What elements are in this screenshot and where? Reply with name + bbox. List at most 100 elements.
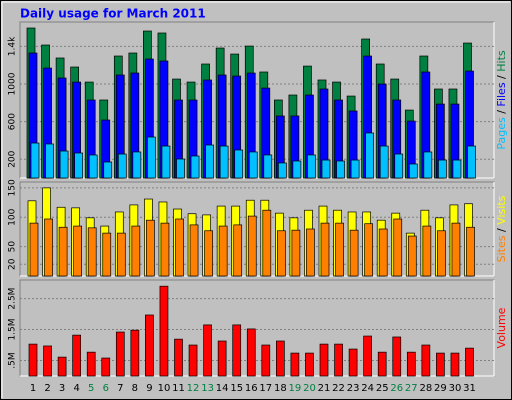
legend-entry: Volume bbox=[495, 307, 508, 348]
y-tick-label: 1.5M bbox=[8, 319, 18, 341]
legend-entry: Pages bbox=[495, 117, 508, 150]
y-tick-label: 150 bbox=[8, 179, 18, 196]
bar bbox=[205, 144, 214, 179]
bar bbox=[292, 160, 302, 179]
x-tick-label: 10 bbox=[158, 383, 171, 394]
bar bbox=[307, 154, 316, 179]
x-tick-label: 16 bbox=[245, 383, 258, 394]
legend: Sites / Visits bbox=[495, 195, 508, 262]
bar bbox=[407, 235, 417, 277]
x-tick-label: 19 bbox=[289, 383, 302, 394]
x-tick-label: 31 bbox=[463, 383, 476, 394]
bar bbox=[378, 228, 388, 277]
x-tick-label: 2 bbox=[44, 383, 50, 394]
bar bbox=[276, 340, 285, 377]
bar bbox=[88, 154, 98, 179]
legend-entry: Visits bbox=[495, 195, 508, 224]
x-tick-label: 17 bbox=[259, 383, 272, 394]
bar bbox=[263, 154, 273, 179]
x-tick-label: 25 bbox=[376, 383, 389, 394]
x-tick-label: 27 bbox=[405, 383, 418, 394]
bar bbox=[335, 222, 344, 277]
bar bbox=[364, 223, 373, 277]
bar bbox=[146, 219, 155, 277]
bar bbox=[161, 145, 171, 179]
y-tick-label: 100 bbox=[8, 208, 18, 225]
bar bbox=[450, 352, 460, 377]
x-tick-label: 13 bbox=[201, 383, 214, 394]
bar bbox=[30, 142, 40, 179]
bar bbox=[278, 162, 287, 179]
bar bbox=[306, 228, 315, 277]
bar bbox=[232, 324, 242, 377]
bar bbox=[423, 151, 433, 179]
bar bbox=[43, 345, 52, 377]
bar bbox=[28, 343, 38, 377]
bar bbox=[174, 338, 183, 377]
bar bbox=[117, 153, 127, 179]
x-tick-label: 22 bbox=[332, 383, 345, 394]
bar bbox=[87, 227, 97, 277]
bar bbox=[29, 222, 39, 277]
bar bbox=[261, 344, 271, 377]
x-tick-label: 21 bbox=[318, 383, 331, 394]
bar bbox=[175, 218, 184, 277]
bar bbox=[103, 161, 113, 179]
bar bbox=[452, 159, 462, 179]
bar bbox=[59, 150, 69, 179]
bar bbox=[57, 356, 67, 377]
x-tick-label: 12 bbox=[187, 383, 200, 394]
bar bbox=[203, 324, 212, 377]
bar bbox=[115, 331, 125, 377]
bar bbox=[218, 225, 228, 277]
bar bbox=[305, 352, 314, 377]
y-tick-label: 600 bbox=[8, 113, 18, 130]
bar bbox=[319, 343, 329, 377]
bar bbox=[73, 225, 83, 277]
legend-separator: / bbox=[495, 225, 508, 236]
legend-separator: / bbox=[495, 72, 508, 83]
y-tick-label: 20 bbox=[8, 258, 18, 270]
y-tick-label: 1.4k bbox=[8, 36, 18, 56]
bar bbox=[437, 230, 446, 277]
bar bbox=[101, 357, 111, 377]
bar bbox=[438, 159, 447, 179]
bar bbox=[422, 225, 432, 277]
bar bbox=[392, 336, 402, 377]
bar bbox=[379, 145, 389, 179]
bar bbox=[377, 351, 387, 377]
legend-entry: Sites bbox=[495, 235, 508, 262]
bar bbox=[145, 314, 154, 377]
x-tick-label: 4 bbox=[73, 383, 79, 394]
y-tick-label: 2.5M bbox=[8, 288, 18, 310]
bar bbox=[45, 143, 54, 179]
bar bbox=[159, 285, 169, 377]
bar bbox=[189, 224, 199, 277]
bar bbox=[394, 153, 404, 179]
y-tick-label: 1000 bbox=[8, 72, 18, 95]
bar bbox=[336, 160, 345, 179]
legend-entry: Hits bbox=[495, 50, 508, 72]
x-tick-label: 15 bbox=[230, 383, 243, 394]
x-tick-label: 1 bbox=[30, 383, 36, 394]
bar bbox=[421, 344, 431, 377]
x-tick-label: 24 bbox=[361, 383, 374, 394]
bar bbox=[436, 352, 445, 377]
bar bbox=[176, 158, 185, 179]
bar bbox=[217, 340, 227, 377]
chart-title: Daily usage for March 2011 bbox=[20, 7, 206, 21]
legend-entry: Files bbox=[495, 82, 508, 106]
legend-separator: / bbox=[495, 107, 508, 118]
bar bbox=[130, 329, 140, 377]
bar bbox=[334, 343, 343, 377]
bar bbox=[248, 151, 258, 179]
bar bbox=[102, 232, 112, 277]
bar bbox=[72, 334, 82, 377]
bar bbox=[160, 222, 170, 277]
bar bbox=[190, 155, 200, 179]
bar bbox=[44, 218, 53, 277]
bar bbox=[131, 225, 141, 277]
x-tick-label: 14 bbox=[216, 383, 229, 394]
bar bbox=[204, 230, 213, 277]
